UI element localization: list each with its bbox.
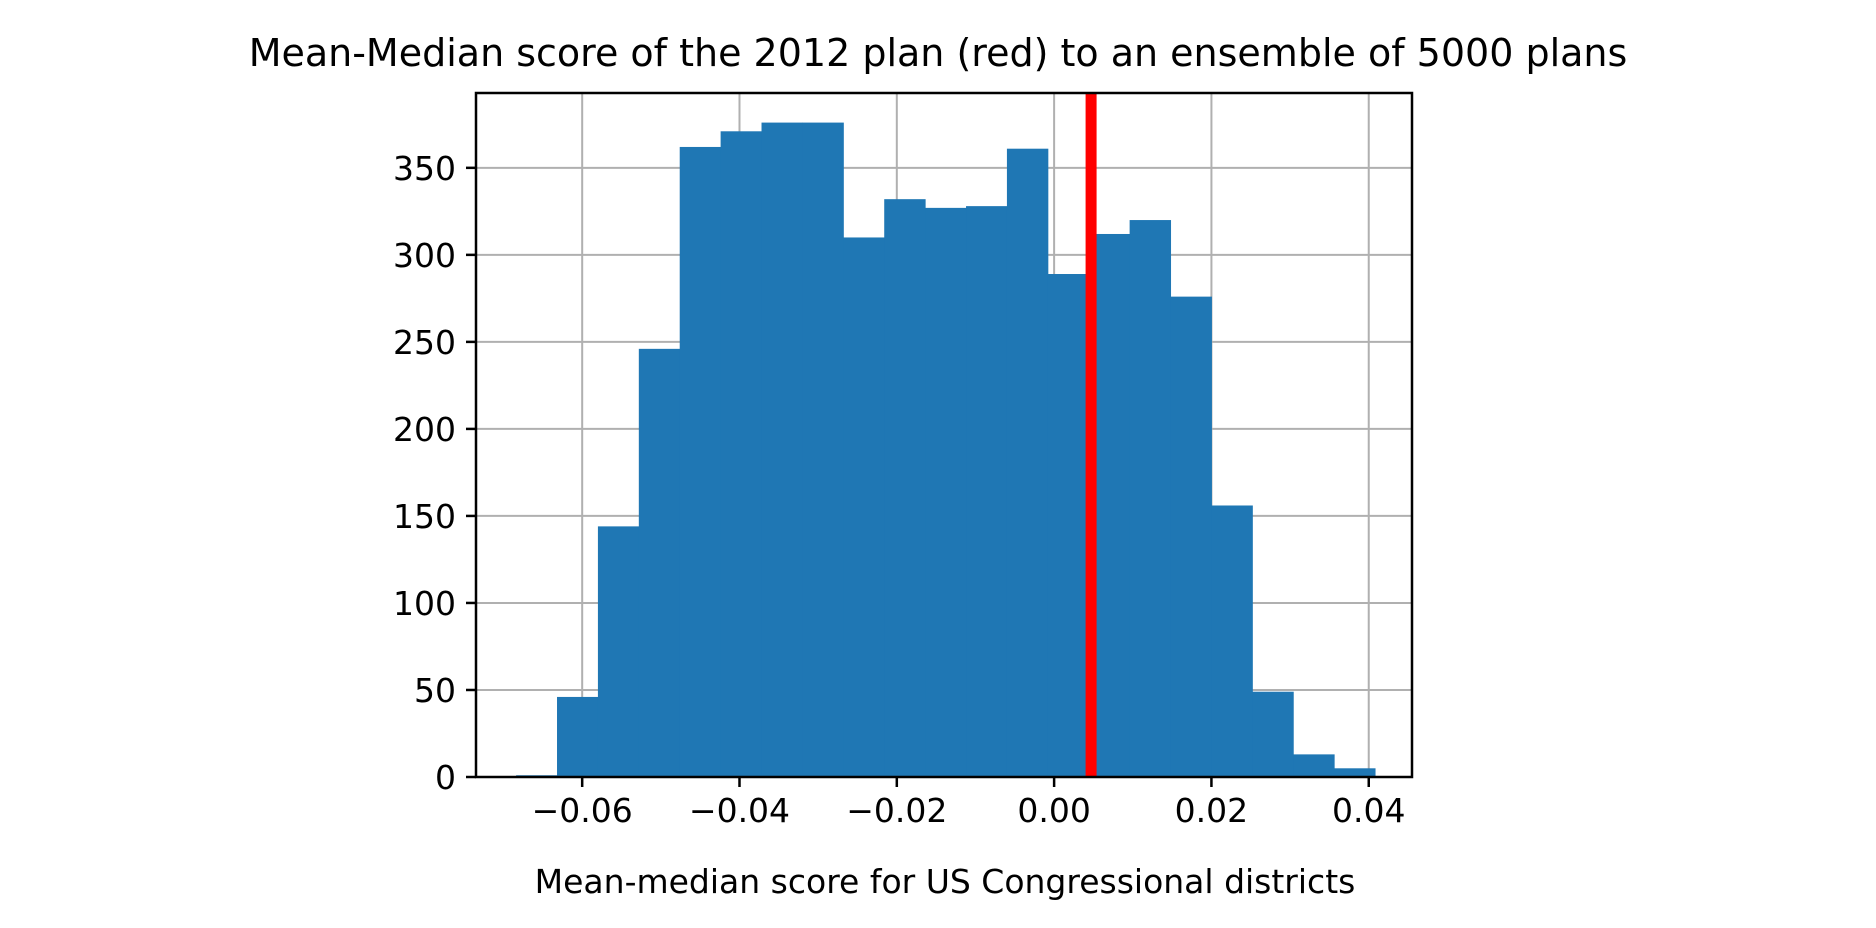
histogram-bar (1047, 274, 1090, 777)
histogram-bar (1170, 296, 1212, 777)
x-tick-label: 0.00 (1017, 791, 1090, 830)
y-tick-label: 0 (435, 758, 456, 797)
x-tick-label: 0.04 (1332, 791, 1405, 830)
histogram-bar (1293, 754, 1335, 777)
axes-frame (474, 91, 1414, 779)
histogram-bar (597, 526, 640, 777)
y-tick-label: 100 (393, 584, 456, 623)
histogram-bar (925, 207, 967, 777)
y-tick-label: 200 (393, 410, 456, 449)
histogram-bar (1252, 691, 1294, 777)
x-tick-label: −0.02 (846, 791, 947, 830)
x-tick-label: −0.06 (532, 791, 633, 830)
histogram-bar (1211, 505, 1253, 777)
histogram-bar (638, 348, 681, 777)
histogram-bar (843, 237, 885, 777)
histogram-bar (557, 696, 599, 777)
x-axis-label: Mean-median score for US Congressional d… (535, 862, 1356, 901)
histogram-bars (516, 122, 1376, 778)
x-tick-label: 0.02 (1175, 791, 1248, 830)
histogram-bar (679, 146, 722, 777)
chart-title: Mean-Median score of the 2012 plan (red)… (249, 31, 1628, 75)
y-tick-label: 250 (393, 323, 456, 362)
histogram-bar (1129, 220, 1172, 777)
histogram-bar (966, 206, 1008, 778)
histogram-bar (884, 199, 926, 777)
histogram-bar (761, 122, 803, 778)
histogram-bar (1334, 768, 1376, 777)
histogram-bar (802, 122, 844, 778)
x-tick-label: −0.04 (689, 791, 790, 830)
x-axis-ticks: −0.06 −0.04 −0.02 0.00 0.02 0.04 (532, 777, 1405, 830)
y-tick-label: 350 (393, 149, 456, 188)
y-tick-label: 150 (393, 497, 456, 536)
y-tick-label: 300 (393, 236, 456, 275)
histogram-bar (720, 131, 763, 778)
histogram-bar (1006, 148, 1049, 778)
y-tick-label: 50 (414, 671, 456, 710)
y-axis-ticks: 0 50 100 150 200 250 300 350 (393, 149, 476, 797)
